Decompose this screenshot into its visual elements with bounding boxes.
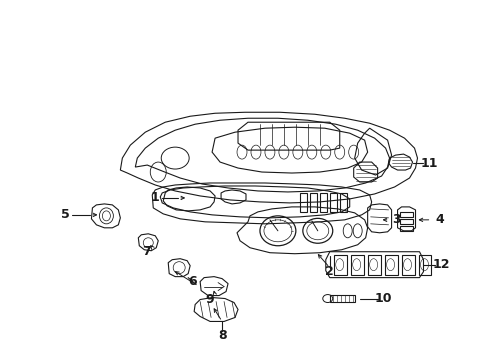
Text: 12: 12 [432, 258, 449, 271]
Text: 8: 8 [217, 329, 226, 342]
Text: 6: 6 [187, 275, 196, 288]
Text: 11: 11 [420, 157, 437, 170]
Text: 3: 3 [391, 213, 400, 226]
Text: 5: 5 [61, 208, 70, 221]
Text: 9: 9 [205, 293, 214, 306]
Text: 7: 7 [142, 245, 150, 258]
Text: 2: 2 [325, 265, 333, 278]
Text: 10: 10 [374, 292, 391, 305]
Text: 4: 4 [434, 213, 443, 226]
Text: 1: 1 [151, 192, 159, 204]
